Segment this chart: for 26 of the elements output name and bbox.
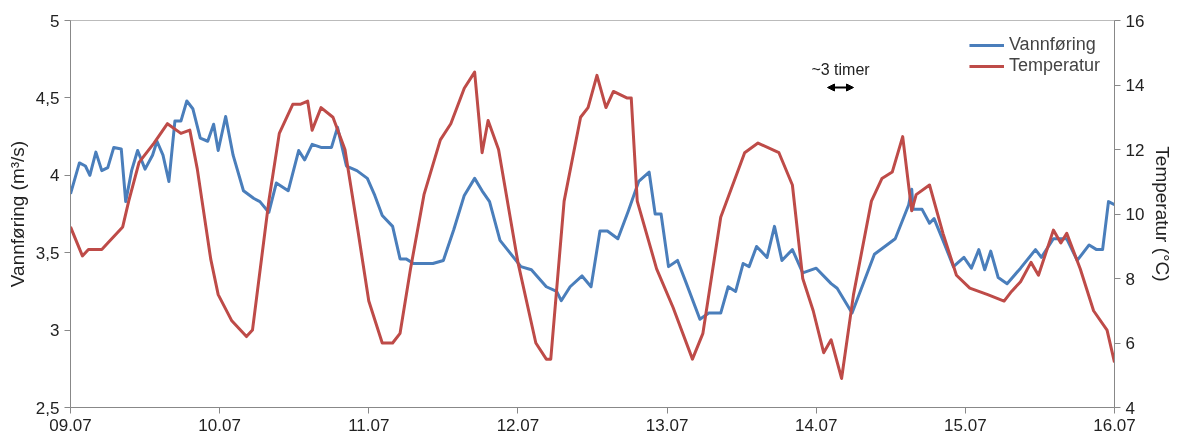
x-tick-label: 11.07 — [348, 415, 390, 435]
x-tick-label: 16.07 — [1093, 415, 1136, 435]
x-tick-label: 12.07 — [496, 415, 540, 435]
y-tick-label: 4 — [50, 166, 60, 186]
y-tick-label: 3 — [50, 321, 60, 341]
y-tick-label: 2,5 — [35, 398, 60, 418]
x-tick-label: 10.07 — [198, 415, 241, 435]
x-tick-label: 13.07 — [645, 415, 689, 435]
x-tick-label: 14.07 — [794, 415, 838, 435]
y-tick-label: 3,5 — [35, 243, 60, 263]
x-tick-label: 09.07 — [49, 415, 92, 435]
y2-tick-label: 14 — [1125, 76, 1145, 95]
y-tick-label: 5 — [50, 11, 60, 31]
y2-tick-label: 16 — [1125, 11, 1145, 31]
y2-tick-label: 8 — [1125, 269, 1135, 289]
x-tick-label: 15.07 — [944, 415, 987, 435]
y-tick-label: 4,5 — [35, 88, 60, 108]
y2-tick-label: 6 — [1125, 334, 1135, 353]
y2-tick-label: 12 — [1125, 140, 1145, 160]
y2-tick-label: 4 — [1125, 398, 1135, 418]
annotation: ~3 timer — [811, 60, 871, 78]
y2-tick-label: 10 — [1125, 205, 1145, 224]
legend-label: Temperatur — [1008, 55, 1100, 76]
y-axis-title: Vannføring (m³/s) — [6, 140, 28, 288]
legend-label: Vannføring — [1008, 34, 1096, 55]
y2-axis-title: Temperatur (°C) — [1152, 146, 1174, 282]
